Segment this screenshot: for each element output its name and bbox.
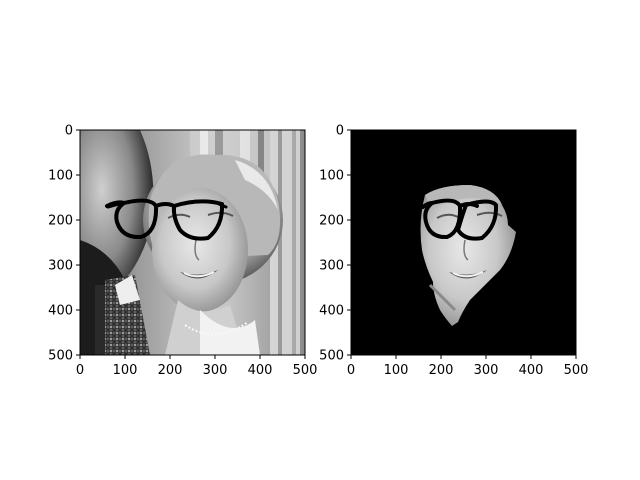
y-tick-label: 400	[319, 304, 344, 319]
glasses-overlay-left	[105, 198, 228, 241]
plot-frame	[350, 129, 577, 356]
x-tick-label: 500	[564, 363, 589, 378]
glasses-overlay-right	[421, 198, 499, 241]
panel-segmented	[350, 129, 577, 356]
x-tick-label: 0	[76, 363, 84, 378]
x-tick-label: 400	[248, 363, 273, 378]
plot-frame	[79, 129, 306, 356]
x-tick-label: 300	[474, 363, 499, 378]
y-tick-label: 500	[319, 349, 344, 364]
y-tick-label: 100	[48, 169, 73, 184]
y-tick-label: 200	[48, 214, 73, 229]
segmented-photo	[351, 130, 576, 355]
y-tick-label: 200	[319, 214, 344, 229]
x-tick-label: 200	[158, 363, 183, 378]
x-tick-label: 100	[113, 363, 138, 378]
x-tick-label: 400	[519, 363, 544, 378]
x-tick-label: 100	[384, 363, 409, 378]
y-tick-label: 300	[319, 259, 344, 274]
x-tick-label: 300	[203, 363, 228, 378]
y-tick-label: 400	[48, 304, 73, 319]
y-tick-label: 0	[336, 124, 344, 139]
x-tick-label: 200	[429, 363, 454, 378]
original-photo	[80, 130, 305, 355]
x-tick-label: 0	[347, 363, 355, 378]
y-tick-label: 100	[319, 169, 344, 184]
x-tick-label: 500	[293, 363, 318, 378]
y-tick-label: 500	[48, 349, 73, 364]
y-tick-label: 300	[48, 259, 73, 274]
y-tick-label: 0	[65, 124, 73, 139]
panel-original	[79, 129, 306, 356]
